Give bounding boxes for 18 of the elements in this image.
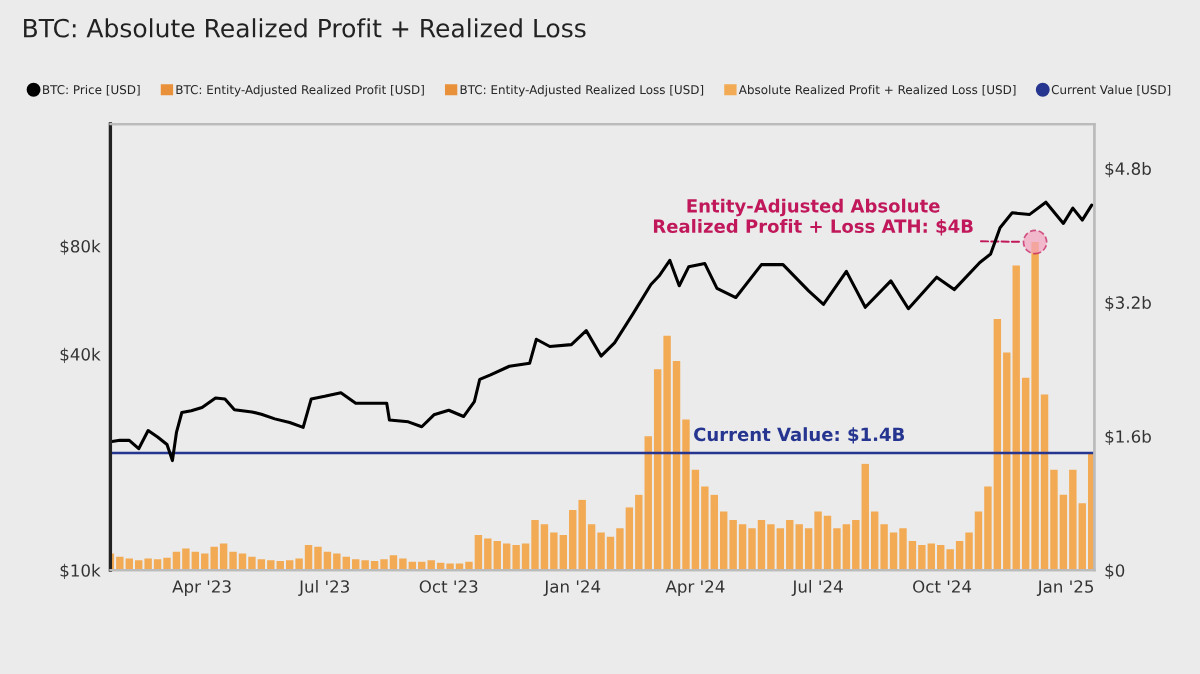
x-tick-label: Oct '23 — [419, 580, 478, 593]
chart-title: BTC: Absolute Realized Profit + Realized Loss — [24, 18, 586, 38]
y-tick-label: $80k — [60, 239, 101, 255]
y2-tick-label: $4.8b — [1105, 162, 1151, 178]
x-tick-label: Jan '24 — [543, 580, 601, 596]
y2-tick-label: $0 — [1105, 563, 1125, 579]
x-tick-label: Jul '23 — [298, 579, 349, 596]
x-tick-label: Jul '24 — [791, 579, 843, 596]
y-tick-label: $10k — [60, 563, 101, 579]
x-tick-label: Apr '23 — [172, 580, 231, 597]
annotation: Entity-Adjusted Absolute Realized Profit + Loss ATH: $4B — [653, 198, 973, 236]
annotation: Current Value: $1.4B — [694, 427, 905, 444]
x-tick-label: Jan '25 — [1036, 580, 1094, 596]
x-tick-label: Oct '24 — [913, 580, 972, 593]
y2-tick-label: $3.2b — [1105, 295, 1151, 312]
y2-tick-label: $1.6b — [1105, 429, 1151, 446]
y-tick-label: $40k — [60, 347, 101, 363]
x-tick-label: Apr '24 — [665, 580, 725, 597]
